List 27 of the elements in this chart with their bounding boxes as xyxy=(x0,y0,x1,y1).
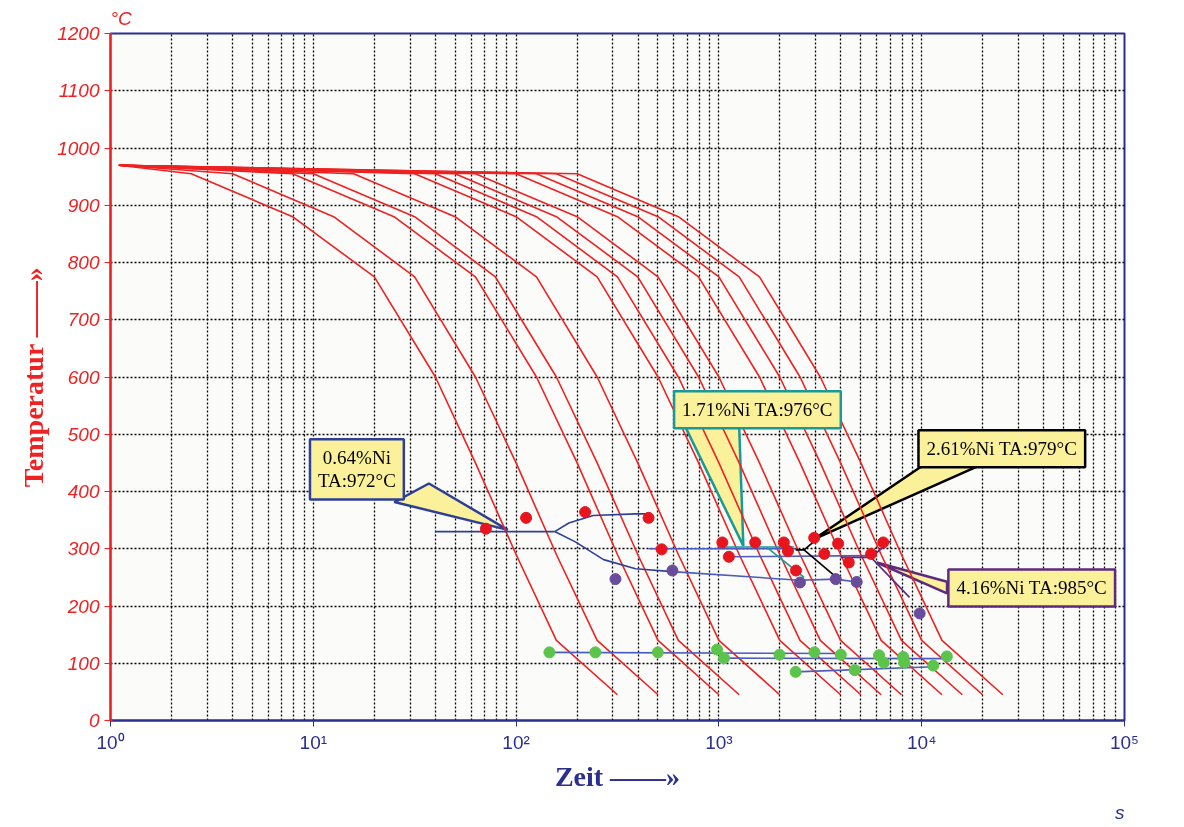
y-tick-label: 700 xyxy=(67,309,100,331)
x-tick-label: 10² xyxy=(502,731,530,753)
x-tick-label: 10¹ xyxy=(299,731,328,753)
y-tick-label: 1100 xyxy=(58,80,100,102)
x-axis-title: Zeit ——» xyxy=(554,760,681,792)
y-tick-label: 900 xyxy=(67,194,100,216)
annotation: 1.71%Ni TA:976°C xyxy=(682,399,833,421)
y-tick-label: 1000 xyxy=(57,137,100,159)
x-tick-label: 10⁰ xyxy=(96,731,125,753)
y-tick-label: 100 xyxy=(67,652,100,674)
y-tick-label: 0 xyxy=(88,710,100,731)
y-tick-label: 1200 xyxy=(57,23,100,44)
y-tick-label: 300 xyxy=(67,538,100,560)
x-tick-label: 10³ xyxy=(705,731,733,753)
y-tick-label: 500 xyxy=(67,423,100,445)
y-tick-label: 800 xyxy=(67,252,100,273)
y-tick-label: 400 xyxy=(67,481,100,502)
y-tick-label: 600 xyxy=(67,366,100,388)
annotation: 4.16%Ni TA:985°C xyxy=(956,577,1107,599)
annotation: 2.61%Ni TA:979°C xyxy=(926,438,1077,460)
y-tick-label: 200 xyxy=(66,595,100,617)
text: s xyxy=(1115,801,1125,823)
x-tick-label: 10⁴ xyxy=(907,731,937,753)
y-axis-title: Temperatur ——» xyxy=(18,267,50,488)
text: °C xyxy=(110,7,133,29)
x-tick-label: 10⁵ xyxy=(1109,731,1140,753)
annotation: 0.64%Ni TA:972°C xyxy=(317,447,396,492)
